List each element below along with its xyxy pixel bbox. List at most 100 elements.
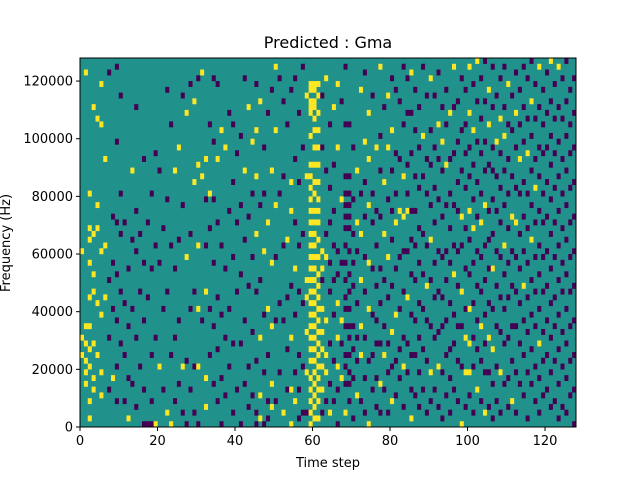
heatmap-cell bbox=[444, 121, 449, 128]
heatmap-cell bbox=[452, 63, 457, 70]
heatmap-cell bbox=[219, 127, 224, 134]
heatmap-cell bbox=[355, 357, 360, 364]
heatmap-cell bbox=[320, 328, 325, 335]
heatmap-cell bbox=[316, 398, 321, 405]
heatmap-cell bbox=[297, 179, 302, 185]
heatmap-cell bbox=[130, 236, 135, 243]
heatmap-cell bbox=[471, 334, 476, 341]
heatmap-cell bbox=[502, 202, 507, 209]
heatmap-cell bbox=[498, 219, 503, 226]
heatmap-cell bbox=[393, 219, 398, 226]
heatmap-cell bbox=[548, 369, 553, 376]
heatmap-cell bbox=[207, 352, 212, 358]
heatmap-cell bbox=[343, 363, 348, 370]
heatmap-cell bbox=[545, 144, 550, 151]
heatmap-cell bbox=[316, 109, 321, 116]
heatmap-cell bbox=[494, 138, 499, 145]
heatmap-cell bbox=[572, 352, 577, 358]
heatmap-cell bbox=[459, 242, 464, 249]
heatmap-cell bbox=[448, 346, 453, 353]
heatmap-cell bbox=[254, 127, 259, 134]
heatmap-cell bbox=[374, 375, 379, 382]
heatmap-cell bbox=[316, 196, 321, 203]
heatmap-cell bbox=[266, 415, 271, 422]
heatmap-cell bbox=[448, 156, 453, 162]
heatmap-cell bbox=[316, 282, 321, 289]
heatmap-cell bbox=[564, 236, 569, 243]
heatmap-cell bbox=[83, 369, 88, 376]
heatmap-cell bbox=[560, 288, 565, 295]
heatmap-cell bbox=[366, 259, 371, 266]
heatmap-cell bbox=[390, 328, 395, 335]
heatmap-cell bbox=[409, 150, 414, 157]
heatmap-cell bbox=[490, 63, 495, 70]
heatmap-cell bbox=[227, 207, 232, 214]
heatmap-cell bbox=[308, 421, 313, 428]
heatmap-cell bbox=[409, 271, 414, 278]
heatmap-cell bbox=[204, 156, 209, 162]
heatmap-cell bbox=[494, 248, 499, 255]
heatmap-cell bbox=[289, 86, 294, 93]
heatmap-cell bbox=[545, 386, 550, 393]
heatmap-cell bbox=[250, 138, 255, 145]
heatmap-cell bbox=[235, 386, 240, 393]
heatmap-cell bbox=[235, 219, 240, 226]
heatmap-cell bbox=[316, 340, 321, 347]
heatmap-cell bbox=[312, 334, 317, 341]
heatmap-cell bbox=[517, 156, 522, 162]
heatmap-cell bbox=[99, 392, 104, 399]
heatmap-cell bbox=[572, 213, 577, 220]
heatmap-cell bbox=[215, 156, 220, 162]
heatmap-cell bbox=[297, 415, 302, 422]
heatmap-cell bbox=[378, 300, 383, 307]
heatmap-cell bbox=[564, 98, 569, 105]
heatmap-cell bbox=[432, 219, 437, 226]
heatmap-cell bbox=[498, 75, 503, 82]
heatmap-cell bbox=[525, 75, 530, 82]
heatmap-cell bbox=[517, 86, 522, 93]
heatmap-cell bbox=[273, 254, 278, 260]
x-tick-label: 80 bbox=[382, 434, 399, 449]
heatmap-cell bbox=[498, 409, 503, 416]
heatmap-cell bbox=[479, 190, 484, 197]
heatmap-cell bbox=[529, 58, 534, 64]
heatmap-cell bbox=[312, 277, 317, 284]
heatmap-cell bbox=[258, 334, 263, 341]
heatmap-cell bbox=[455, 98, 460, 105]
heatmap-cell bbox=[382, 277, 387, 284]
heatmap-cell bbox=[452, 271, 457, 278]
heatmap-cell bbox=[80, 248, 85, 255]
heatmap-cell bbox=[452, 311, 457, 318]
heatmap-cell bbox=[521, 104, 526, 111]
heatmap-cell bbox=[362, 375, 367, 382]
heatmap-cell bbox=[386, 196, 391, 203]
heatmap-cell bbox=[351, 323, 356, 330]
heatmap-cell bbox=[568, 323, 573, 330]
heatmap-cell bbox=[490, 167, 495, 174]
heatmap-cell bbox=[374, 144, 379, 151]
heatmap-cell bbox=[463, 150, 468, 157]
heatmap-cell bbox=[440, 323, 445, 330]
x-tick-label: 20 bbox=[149, 434, 166, 449]
heatmap-cell bbox=[541, 328, 546, 335]
heatmap-cell bbox=[169, 352, 174, 358]
heatmap-cell bbox=[300, 230, 305, 237]
heatmap-cell bbox=[444, 317, 449, 324]
heatmap-cell bbox=[134, 334, 139, 341]
heatmap-cell bbox=[258, 392, 263, 399]
heatmap-cell bbox=[440, 294, 445, 301]
heatmap-cell bbox=[370, 265, 375, 272]
heatmap-cell bbox=[510, 92, 515, 99]
heatmap-cell bbox=[486, 121, 491, 128]
heatmap-cell bbox=[432, 334, 437, 341]
heatmap-cell bbox=[409, 236, 414, 243]
heatmap-cell bbox=[502, 305, 507, 312]
x-axis-label: Time step bbox=[295, 456, 360, 471]
heatmap-cell bbox=[320, 305, 325, 312]
heatmap-cell bbox=[537, 144, 542, 151]
heatmap-cell bbox=[351, 144, 356, 151]
heatmap-cell bbox=[517, 340, 522, 347]
heatmap-cell bbox=[211, 75, 216, 82]
heatmap-cell bbox=[262, 369, 267, 376]
heatmap-cell bbox=[548, 161, 553, 168]
